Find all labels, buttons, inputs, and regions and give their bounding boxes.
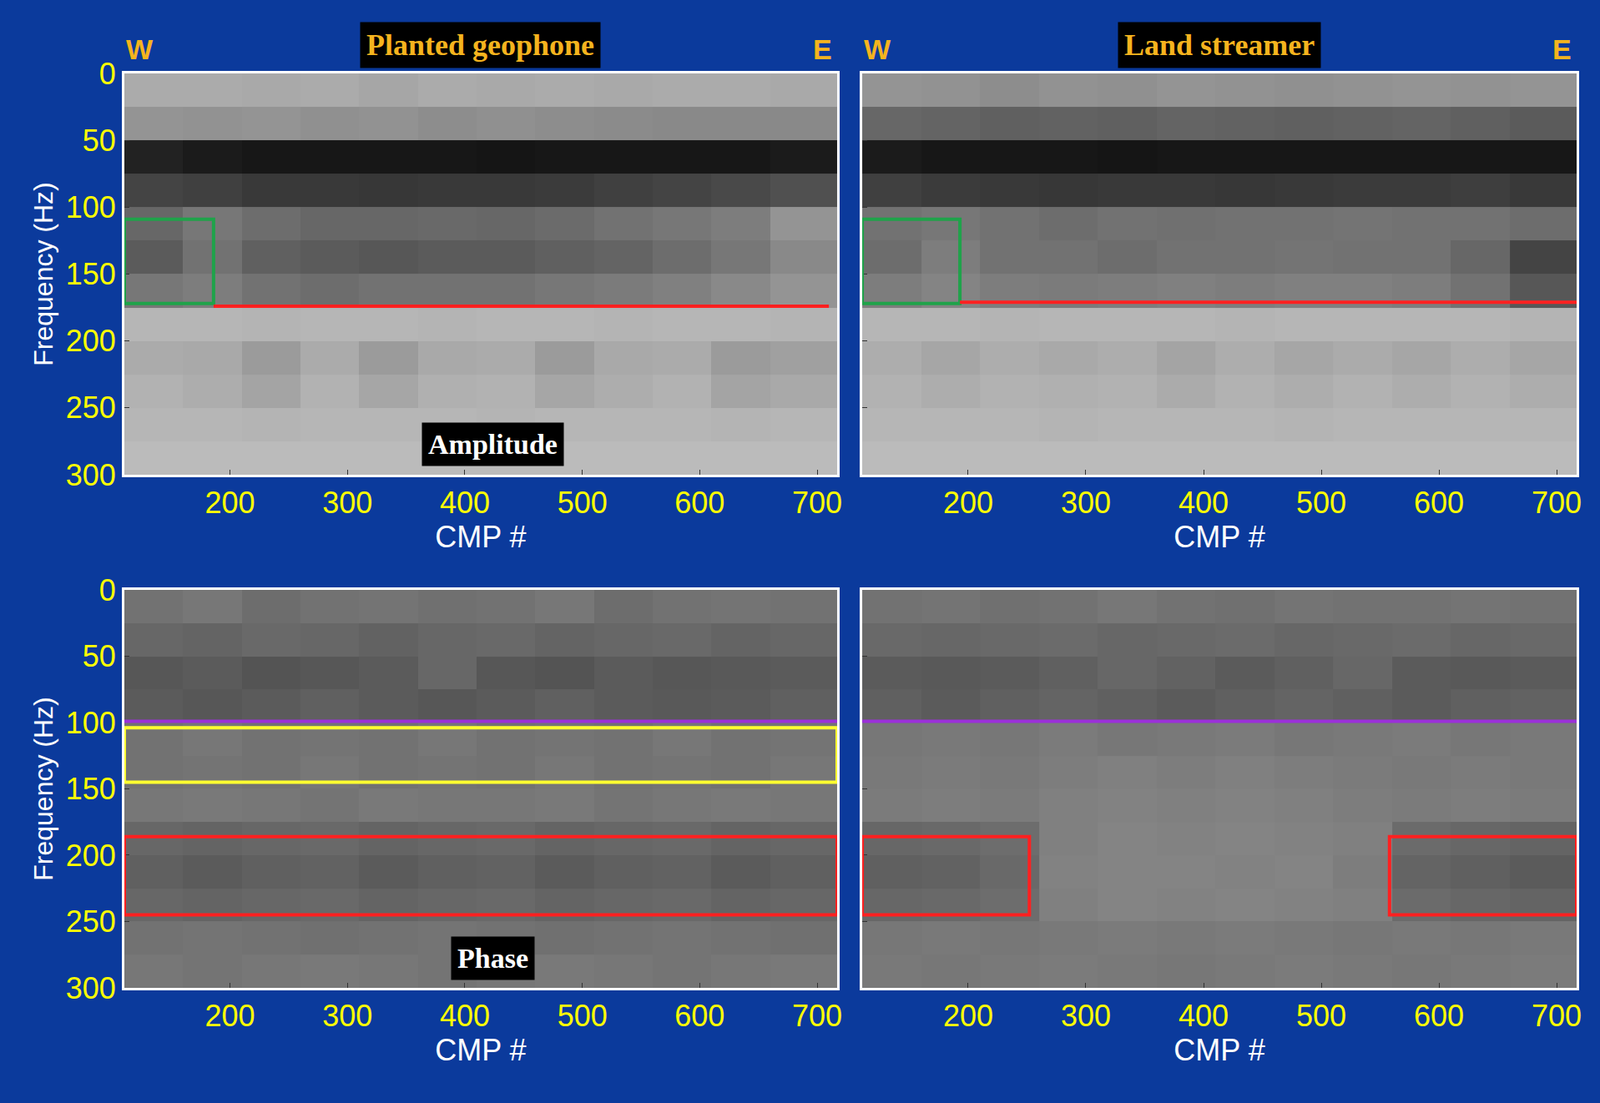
svg-text:300: 300 xyxy=(322,999,373,1034)
svg-text:500: 500 xyxy=(1296,999,1347,1034)
svg-text:600: 600 xyxy=(674,999,725,1034)
svg-text:100: 100 xyxy=(65,706,117,741)
svg-text:500: 500 xyxy=(1296,485,1347,520)
svg-text:Amplitude: Amplitude xyxy=(428,429,558,460)
svg-text:Frequency (Hz): Frequency (Hz) xyxy=(28,696,59,882)
svg-text:W: W xyxy=(863,33,892,66)
svg-text:500: 500 xyxy=(557,999,608,1034)
svg-text:250: 250 xyxy=(65,390,117,425)
svg-text:300: 300 xyxy=(1060,999,1111,1034)
svg-text:E: E xyxy=(812,33,833,66)
svg-text:300: 300 xyxy=(65,458,117,493)
svg-text:150: 150 xyxy=(65,772,117,807)
svg-text:0: 0 xyxy=(99,56,117,91)
svg-text:100: 100 xyxy=(65,190,117,225)
svg-text:500: 500 xyxy=(557,485,608,520)
svg-text:400: 400 xyxy=(1178,999,1229,1034)
svg-text:600: 600 xyxy=(674,485,725,520)
svg-text:200: 200 xyxy=(65,838,117,874)
svg-text:600: 600 xyxy=(1413,485,1464,520)
svg-text:50: 50 xyxy=(82,123,117,158)
svg-text:200: 200 xyxy=(943,999,994,1034)
svg-text:250: 250 xyxy=(65,904,117,939)
svg-text:CMP #: CMP # xyxy=(434,1033,526,1068)
svg-text:700: 700 xyxy=(792,999,843,1034)
svg-text:700: 700 xyxy=(1531,999,1582,1034)
svg-text:300: 300 xyxy=(65,971,117,1006)
svg-text:400: 400 xyxy=(439,999,490,1034)
svg-text:600: 600 xyxy=(1413,999,1464,1034)
svg-text:400: 400 xyxy=(1178,485,1229,520)
svg-text:E: E xyxy=(1552,33,1572,66)
svg-text:700: 700 xyxy=(792,485,843,520)
svg-text:200: 200 xyxy=(65,323,117,359)
svg-text:400: 400 xyxy=(439,485,490,520)
svg-text:200: 200 xyxy=(943,485,994,520)
svg-text:200: 200 xyxy=(205,485,256,520)
svg-text:CMP #: CMP # xyxy=(1173,1033,1265,1068)
svg-text:300: 300 xyxy=(322,485,373,520)
svg-text:700: 700 xyxy=(1531,485,1582,520)
svg-text:0: 0 xyxy=(99,573,117,608)
svg-text:Planted geophone: Planted geophone xyxy=(366,28,595,62)
svg-text:W: W xyxy=(126,33,154,66)
svg-text:150: 150 xyxy=(65,257,117,292)
svg-text:200: 200 xyxy=(205,999,256,1034)
svg-text:Phase: Phase xyxy=(457,943,529,975)
svg-text:50: 50 xyxy=(82,639,117,674)
svg-text:CMP #: CMP # xyxy=(1173,519,1265,555)
svg-text:Land streamer: Land streamer xyxy=(1124,28,1315,62)
svg-text:CMP #: CMP # xyxy=(434,519,526,555)
svg-text:Frequency (Hz): Frequency (Hz) xyxy=(28,181,59,366)
svg-text:300: 300 xyxy=(1060,485,1111,520)
